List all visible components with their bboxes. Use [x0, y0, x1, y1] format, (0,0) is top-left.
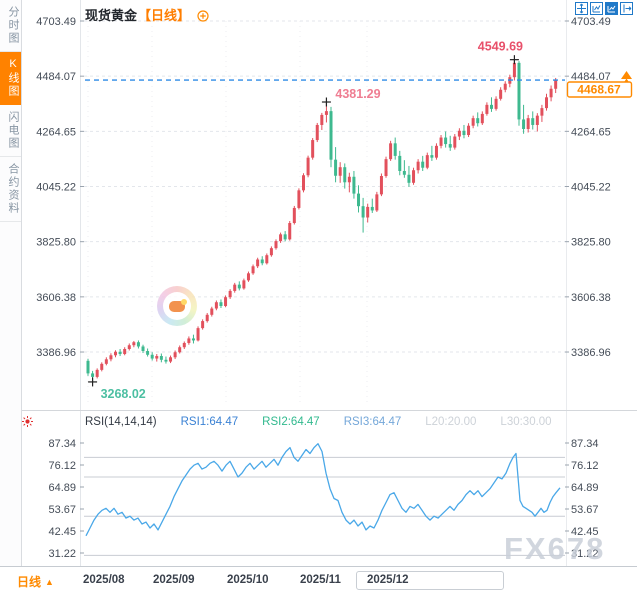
price-axis-label-left: 4484.07 — [36, 71, 76, 83]
x-axis-label: 2025/08 — [83, 574, 125, 586]
panel-divider[interactable] — [22, 410, 637, 411]
rsi-series-value: L30:30.00 — [500, 416, 551, 428]
rsi-axis-label-left: 76.12 — [48, 460, 76, 472]
rsi-axis-label-right: 64.89 — [571, 482, 599, 494]
x-axis-label: 2025/10 — [227, 574, 269, 586]
chart-toolbar — [575, 2, 633, 15]
sidebar-tab-lightning[interactable]: 闪电图 — [0, 105, 21, 157]
price-plot-area[interactable] — [84, 18, 565, 406]
price-axis-label-right: 3386.96 — [571, 347, 611, 359]
price-axis-label-right: 3825.80 — [571, 237, 611, 249]
sidebar-tab-label: 分时图 — [7, 6, 19, 45]
period-label: 日线 — [17, 575, 41, 589]
indicator-alert-icon[interactable] — [21, 415, 34, 433]
price-axis-label-left: 4264.65 — [36, 126, 76, 138]
x-axis-label: 2025/09 — [153, 574, 195, 586]
chart-title: 现货黄金【日线】 — [85, 5, 209, 25]
sidebar-tab-kline[interactable]: K线图 — [0, 52, 21, 105]
period-tag: 【日线】 — [138, 8, 190, 23]
x-axis-label: 2025/12 — [367, 574, 409, 586]
rsi-axis-label-left: 64.89 — [48, 482, 76, 494]
scale-chart-icon[interactable] — [590, 2, 603, 15]
bottom-bar: 日线 ▲ 2025/08 2025/09 2025/10 2025/11 2025/12 — [0, 566, 637, 594]
rsi-axis-label-left: 42.45 — [48, 526, 76, 538]
rsi-series-value: RSI1:64.47 — [181, 416, 239, 428]
price-axis-label-right: 4045.22 — [571, 182, 611, 194]
sidebar-tab-label: 闪电图 — [7, 111, 19, 150]
rsi-axis-label-right: 76.12 — [571, 460, 599, 472]
sidebar-tab-contract-info[interactable]: 合约资料 — [0, 157, 21, 222]
x-axis-label: 2025/11 — [300, 574, 341, 586]
sidebar-tab-label: K线图 — [7, 58, 19, 98]
price-chart[interactable]: 4703.494703.494484.074484.074264.654264.… — [0, 0, 637, 412]
rsi-series-value: L20:20.00 — [425, 416, 476, 428]
symbol-name: 现货黄金 — [85, 8, 137, 23]
price-axis-label-right: 4264.65 — [571, 126, 611, 138]
rsi-series-value: RSI2:64.47 — [262, 416, 320, 428]
price-axis-label-left: 3606.38 — [36, 292, 76, 304]
app-logo-watermark — [157, 286, 197, 326]
rsi-axis-label-left: 53.67 — [48, 504, 76, 516]
price-axis-label-left: 4045.22 — [36, 182, 76, 194]
rsi-axis-label-left: 31.22 — [48, 548, 76, 560]
rsi-series-value: RSI3:64.47 — [344, 416, 402, 428]
rsi-header[interactable]: RSI(14,14,14) RSI1:64.47 RSI2:64.47 RSI3:64… — [85, 416, 576, 428]
rsi-axis-label-right: 87.34 — [571, 438, 599, 450]
pan-crosshair-icon[interactable] — [575, 2, 588, 15]
sidebar: 分时图 K线图 闪电图 合约资料 — [0, 0, 22, 566]
price-axis-label-left: 3386.96 — [36, 347, 76, 359]
fx678-watermark: FX678 — [504, 531, 605, 567]
price-axis-label-right: 3606.38 — [571, 292, 611, 304]
rsi-axis-label-left: 87.34 — [48, 438, 76, 450]
price-axis-label-right: 4703.49 — [571, 16, 611, 28]
period-selector[interactable]: 日线 ▲ — [17, 573, 54, 590]
rsi-axis-label-right: 53.67 — [571, 504, 599, 516]
chevron-up-icon: ▲ — [45, 577, 54, 587]
collapse-panel-icon[interactable] — [620, 2, 633, 15]
price-up-arrow-icon — [621, 71, 632, 79]
sidebar-tab-timeshare[interactable]: 分时图 — [0, 0, 21, 52]
price-axis-label-left: 4703.49 — [36, 16, 76, 28]
current-price-value: 4468.67 — [577, 83, 621, 97]
price-axis-label-left: 3825.80 — [36, 237, 76, 249]
candlestick-chart-active-icon[interactable] — [605, 2, 618, 15]
rsi-params-label: RSI(14,14,14) — [85, 416, 157, 428]
add-indicator-icon[interactable] — [197, 10, 209, 25]
sidebar-tab-label: 合约资料 — [7, 163, 19, 215]
